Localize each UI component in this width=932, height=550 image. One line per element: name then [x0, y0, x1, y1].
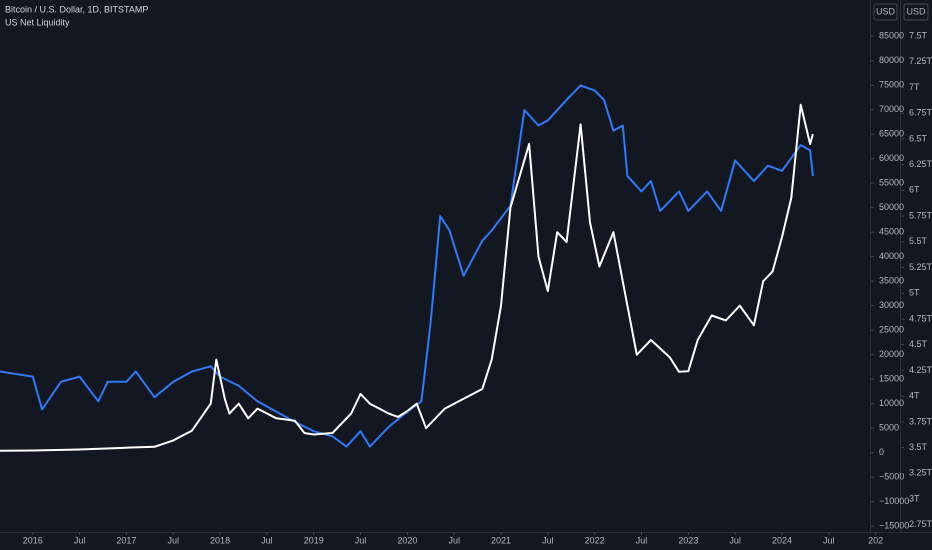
y-tick-label: 80000 — [879, 55, 904, 65]
x-tick-label: 2024 — [772, 535, 792, 545]
x-tick-label: 202 — [868, 535, 883, 545]
y-tick-label: 30000 — [879, 300, 904, 310]
x-tick-label: Jul — [448, 535, 460, 545]
y-tick-label: 5000 — [879, 423, 899, 433]
y-tick-label: 60000 — [879, 153, 904, 163]
x-tick-label: 2020 — [397, 535, 417, 545]
y-tick-label: 3.5T — [909, 442, 928, 452]
y-tick-label: 7.25T — [909, 56, 932, 66]
y-tick-label: 2.75T — [909, 519, 932, 529]
y-tick-label: 3.25T — [909, 468, 932, 478]
series-line — [0, 103, 814, 452]
x-tick-label: Jul — [261, 535, 273, 545]
x-tick-label: Jul — [729, 535, 741, 545]
y-tick-label: 6.75T — [909, 108, 932, 118]
y-tick-label: −15000 — [879, 520, 909, 530]
y-tick-label: 4.75T — [909, 313, 932, 323]
x-tick-label: Jul — [355, 535, 367, 545]
y-tick-label: 25000 — [879, 325, 904, 335]
y-tick-label: −5000 — [879, 472, 904, 482]
unit-button[interactable] — [873, 3, 898, 21]
y-tick-label: 20000 — [879, 349, 904, 359]
y-tick-label: 3.75T — [909, 416, 932, 426]
y-tick-label: 4.25T — [909, 365, 932, 375]
y-tick-label: 45000 — [879, 227, 904, 237]
y-tick-label: 85000 — [879, 31, 904, 41]
y-tick-label: 15000 — [879, 374, 904, 384]
y-tick-label: 65000 — [879, 129, 904, 139]
y-tick-label: 4T — [909, 391, 920, 401]
x-tick-label: 2018 — [210, 535, 230, 545]
y-tick-label: −10000 — [879, 496, 909, 506]
x-tick-label: Jul — [823, 535, 835, 545]
unit-label[interactable]: USD — [876, 6, 896, 16]
y-tick-label: 4.5T — [909, 339, 928, 349]
x-tick-label: 2023 — [678, 535, 698, 545]
series-title: Bitcoin / U.S. Dollar, 1D, BITSTAMP — [5, 4, 148, 14]
x-tick-label: Jul — [74, 535, 86, 545]
x-tick-label: 2016 — [23, 535, 43, 545]
x-tick-label: 2022 — [585, 535, 605, 545]
x-tick-label: 2021 — [491, 535, 511, 545]
series-title: US Net Liquidity — [5, 17, 70, 27]
y-tick-label: 5.75T — [909, 210, 932, 220]
series-line — [0, 84, 814, 448]
x-tick-label: Jul — [167, 535, 179, 545]
y-tick-label: 50000 — [879, 202, 904, 212]
y-tick-label: 7T — [909, 82, 920, 92]
y-tick-label: 7.5T — [909, 30, 928, 40]
y-tick-label: 5.25T — [909, 262, 932, 272]
y-tick-label: 10000 — [879, 398, 904, 408]
y-tick-label: 75000 — [879, 80, 904, 90]
x-tick-label: Jul — [636, 535, 648, 545]
y-tick-label: 5.5T — [909, 236, 928, 246]
x-tick-label: Jul — [542, 535, 554, 545]
y-tick-label: 35000 — [879, 276, 904, 286]
y-tick-label: 6T — [909, 185, 920, 195]
y-tick-label: 0 — [879, 447, 884, 457]
y-tick-label: 55000 — [879, 178, 904, 188]
x-tick-label: 2019 — [304, 535, 324, 545]
x-tick-label: 2017 — [116, 535, 136, 545]
unit-button[interactable] — [903, 3, 929, 21]
y-tick-label: 5T — [909, 288, 920, 298]
y-tick-label: 40000 — [879, 251, 904, 261]
y-tick-label: 3T — [909, 493, 920, 503]
y-tick-label: 6.25T — [909, 159, 932, 169]
unit-label[interactable]: USD — [906, 6, 926, 16]
y-tick-label: 70000 — [879, 104, 904, 114]
y-tick-label: 6.5T — [909, 133, 928, 143]
